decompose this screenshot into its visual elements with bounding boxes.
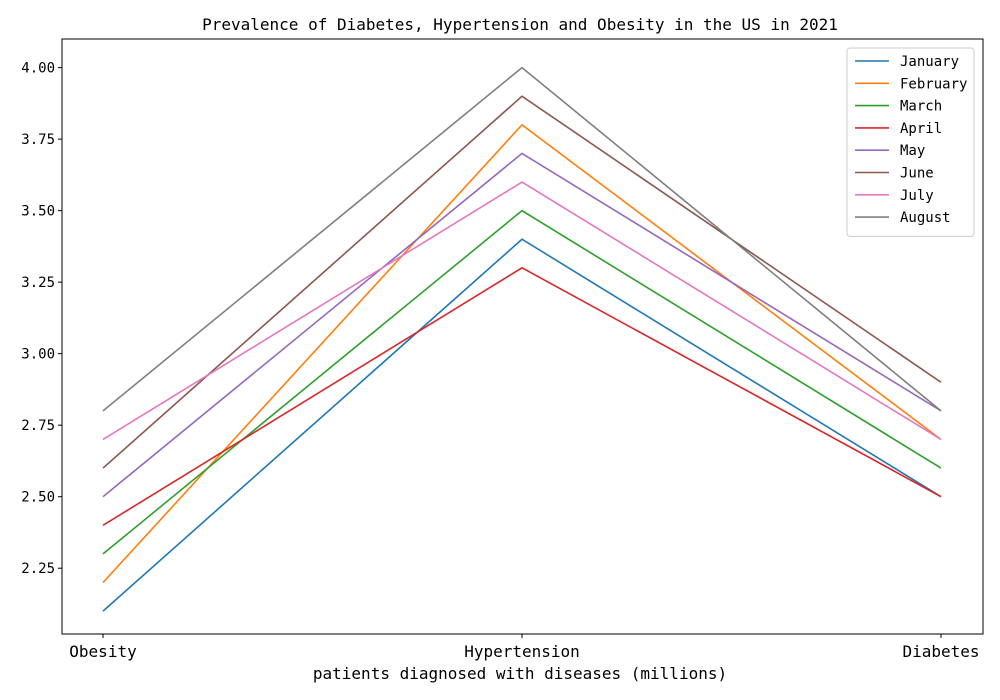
y-tick-label: 3.25 <box>21 275 55 291</box>
series-line-august <box>102 66 942 412</box>
y-tick-label: 3.00 <box>21 347 55 363</box>
series-line-april <box>102 266 942 526</box>
y-tick-label: 3.75 <box>21 132 55 148</box>
series-line-march <box>102 209 942 555</box>
plot-area-frame <box>61 38 984 635</box>
x-axis: Obesity Hypertension Diabetes <box>69 634 980 661</box>
legend-label-february: February <box>900 76 967 92</box>
legend-label-march: March <box>900 99 942 115</box>
x-axis-label: patients diagnosed with diseases (millio… <box>313 664 727 683</box>
series-line-january <box>102 238 942 612</box>
legend-label-august: August <box>900 210 951 226</box>
legend-label-june: June <box>900 166 934 182</box>
legend-label-may: May <box>900 143 925 159</box>
series-line-july <box>102 181 942 441</box>
legend: January February March April May June July Augu… <box>846 47 975 237</box>
y-tick-label: 2.50 <box>21 490 55 506</box>
y-tick-label: 4.00 <box>21 61 55 77</box>
series-line-february <box>102 123 942 584</box>
x-tick-label-obesity: Obesity <box>69 642 137 661</box>
legend-label-april: April <box>900 121 942 137</box>
legend-frame <box>846 47 975 237</box>
y-tick-label: 2.75 <box>21 418 55 434</box>
series-line-june <box>102 95 942 469</box>
series-line-may <box>102 152 942 498</box>
legend-label-january: January <box>900 54 959 70</box>
y-tick-label: 3.50 <box>21 204 55 220</box>
x-tick-label-hypertension: Hypertension <box>464 642 580 661</box>
legend-label-july: July <box>900 188 934 204</box>
chart-title: Prevalence of Diabetes, Hypertension and… <box>202 15 838 34</box>
x-tick-label-diabetes: Diabetes <box>902 642 979 661</box>
y-tick-label: 2.25 <box>21 561 55 577</box>
series-lines-layer <box>102 66 942 612</box>
y-axis: 2.25 2.50 2.75 3.00 3.25 3.50 3.75 4.00 <box>21 61 62 577</box>
